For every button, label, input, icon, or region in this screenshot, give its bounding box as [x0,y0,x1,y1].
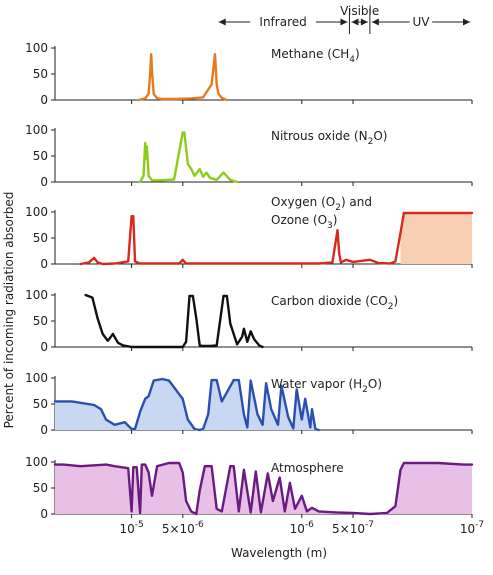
panel-1: 0 50 100 Methane (CH4) [25,41,473,107]
x-axis: 10-5 5×10-6 10-6 5×10-7 10-7 [119,520,484,536]
series-line [79,211,474,266]
series-line [84,293,264,349]
x-tick-exponent: -6 [305,520,314,530]
panel-label-subscript: 3 [327,221,333,231]
band-arrowhead [360,18,368,26]
x-tick-base: 10 [119,522,134,536]
panel-5: 0 50 100 Water vapor (H2O) [25,371,473,437]
panel-label-subscript: 4 [349,55,355,65]
panel-label-text: ) and [341,195,372,209]
band-uv: UV [371,15,470,29]
y-tick-label: 0 [40,423,48,437]
y-tick-label: 0 [40,175,48,189]
y-tick-label: 0 [40,257,48,271]
x-tick-base: 5×10 [162,522,195,536]
panel-label-text: Ozone (O [271,213,327,227]
y-tick-label: 0 [40,507,48,521]
x-tick-label: 5×10-6 [162,520,204,536]
panel-label-text: ) [355,47,360,61]
panel-label-text: Carbon dioxide (CO [271,294,388,308]
panel-label: Water vapor (H2O) [271,377,382,395]
panel-label: Methane (CH4) [271,47,360,65]
band-arrowhead [351,18,359,26]
y-tick-label: 50 [33,149,48,163]
panel-label-text: Nitrous oxide (N [271,129,368,143]
panel-label-text: Water vapor (H [271,377,362,391]
band-arrowhead [218,18,226,26]
band-infrared: Infrared [218,15,348,29]
panel-label: Carbon dioxide (CO2) [271,294,398,312]
series-line [53,461,474,516]
x-tick-label: 5×10-7 [332,520,374,536]
y-tick-label: 100 [25,41,48,55]
y-tick-label: 100 [25,123,48,137]
series-line [53,377,320,432]
y-tick-label: 50 [33,67,48,81]
x-tick-base: 10 [290,522,305,536]
series-area [400,213,472,264]
y-tick-label: 100 [25,371,48,385]
panel-label: Nitrous oxide (N2O) [271,129,387,147]
y-tick-label: 100 [25,455,48,469]
panel-label-text: ) [333,213,338,227]
x-tick-label: 10-5 [119,520,143,536]
series-line [138,131,239,184]
x-tick-exponent: -7 [475,520,484,530]
x-tick-exponent: -7 [365,520,374,530]
y-tick-label: 50 [33,481,48,495]
panel-label: Atmosphere [271,461,344,475]
x-tick-base: 10 [460,522,475,536]
panel-label: Oxygen (O2) and [271,195,372,213]
y-tick-label: 100 [25,288,48,302]
y-tick-label: 50 [33,314,48,328]
band-arrowhead [463,18,470,26]
series-line [137,53,229,102]
band-arrowhead [340,18,348,26]
y-tick-label: 0 [40,93,48,107]
panel-label-text: Oxygen (O [271,195,335,209]
series-area [55,463,472,514]
panel-4: 0 50 100 Carbon dioxide (CO2) [25,288,473,354]
y-axis-label: Percent of incoming radiation absorbed [2,192,16,429]
panel-label-text: Atmosphere [271,461,344,475]
spectral-bands: Infrared Visible UV [218,4,470,34]
band-label: Infrared [259,15,306,29]
x-tick-exponent: -5 [135,520,144,530]
x-axis-label: Wavelength (m) [231,546,327,560]
x-tick-base: 5×10 [332,522,365,536]
y-tick-label: 50 [33,231,48,245]
panel-label-text: O) [368,377,382,391]
panel-label-subscript: 2 [362,385,368,395]
x-tick-label: 10-7 [460,520,484,536]
x-tick-label: 10-6 [290,520,315,536]
x-tick-exponent: -6 [195,520,204,530]
band-arrowhead [371,18,379,26]
band-label: UV [412,15,430,29]
y-tick-label: 50 [33,397,48,411]
band-label: Visible [340,4,379,18]
panel-2: 0 50 100 Nitrous oxide (N2O) [25,123,473,189]
panel-label-subscript: 2 [368,137,374,147]
panels: 0 50 100 Methane (CH4) 0 50 100 Nitrous oxide (… [25,41,474,521]
panel-label-text: Methane (CH [271,47,349,61]
y-tick-label: 100 [25,205,48,219]
panel-label-text: O) [373,129,387,143]
panel-label: Ozone (O3) [271,213,337,231]
panel-6: 0 50 100 Atmosphere [25,455,474,521]
panel-label-text: ) [393,294,398,308]
panel-label-subscript: 2 [335,203,341,213]
panel-label-subscript: 2 [388,302,394,312]
y-tick-label: 0 [40,340,48,354]
